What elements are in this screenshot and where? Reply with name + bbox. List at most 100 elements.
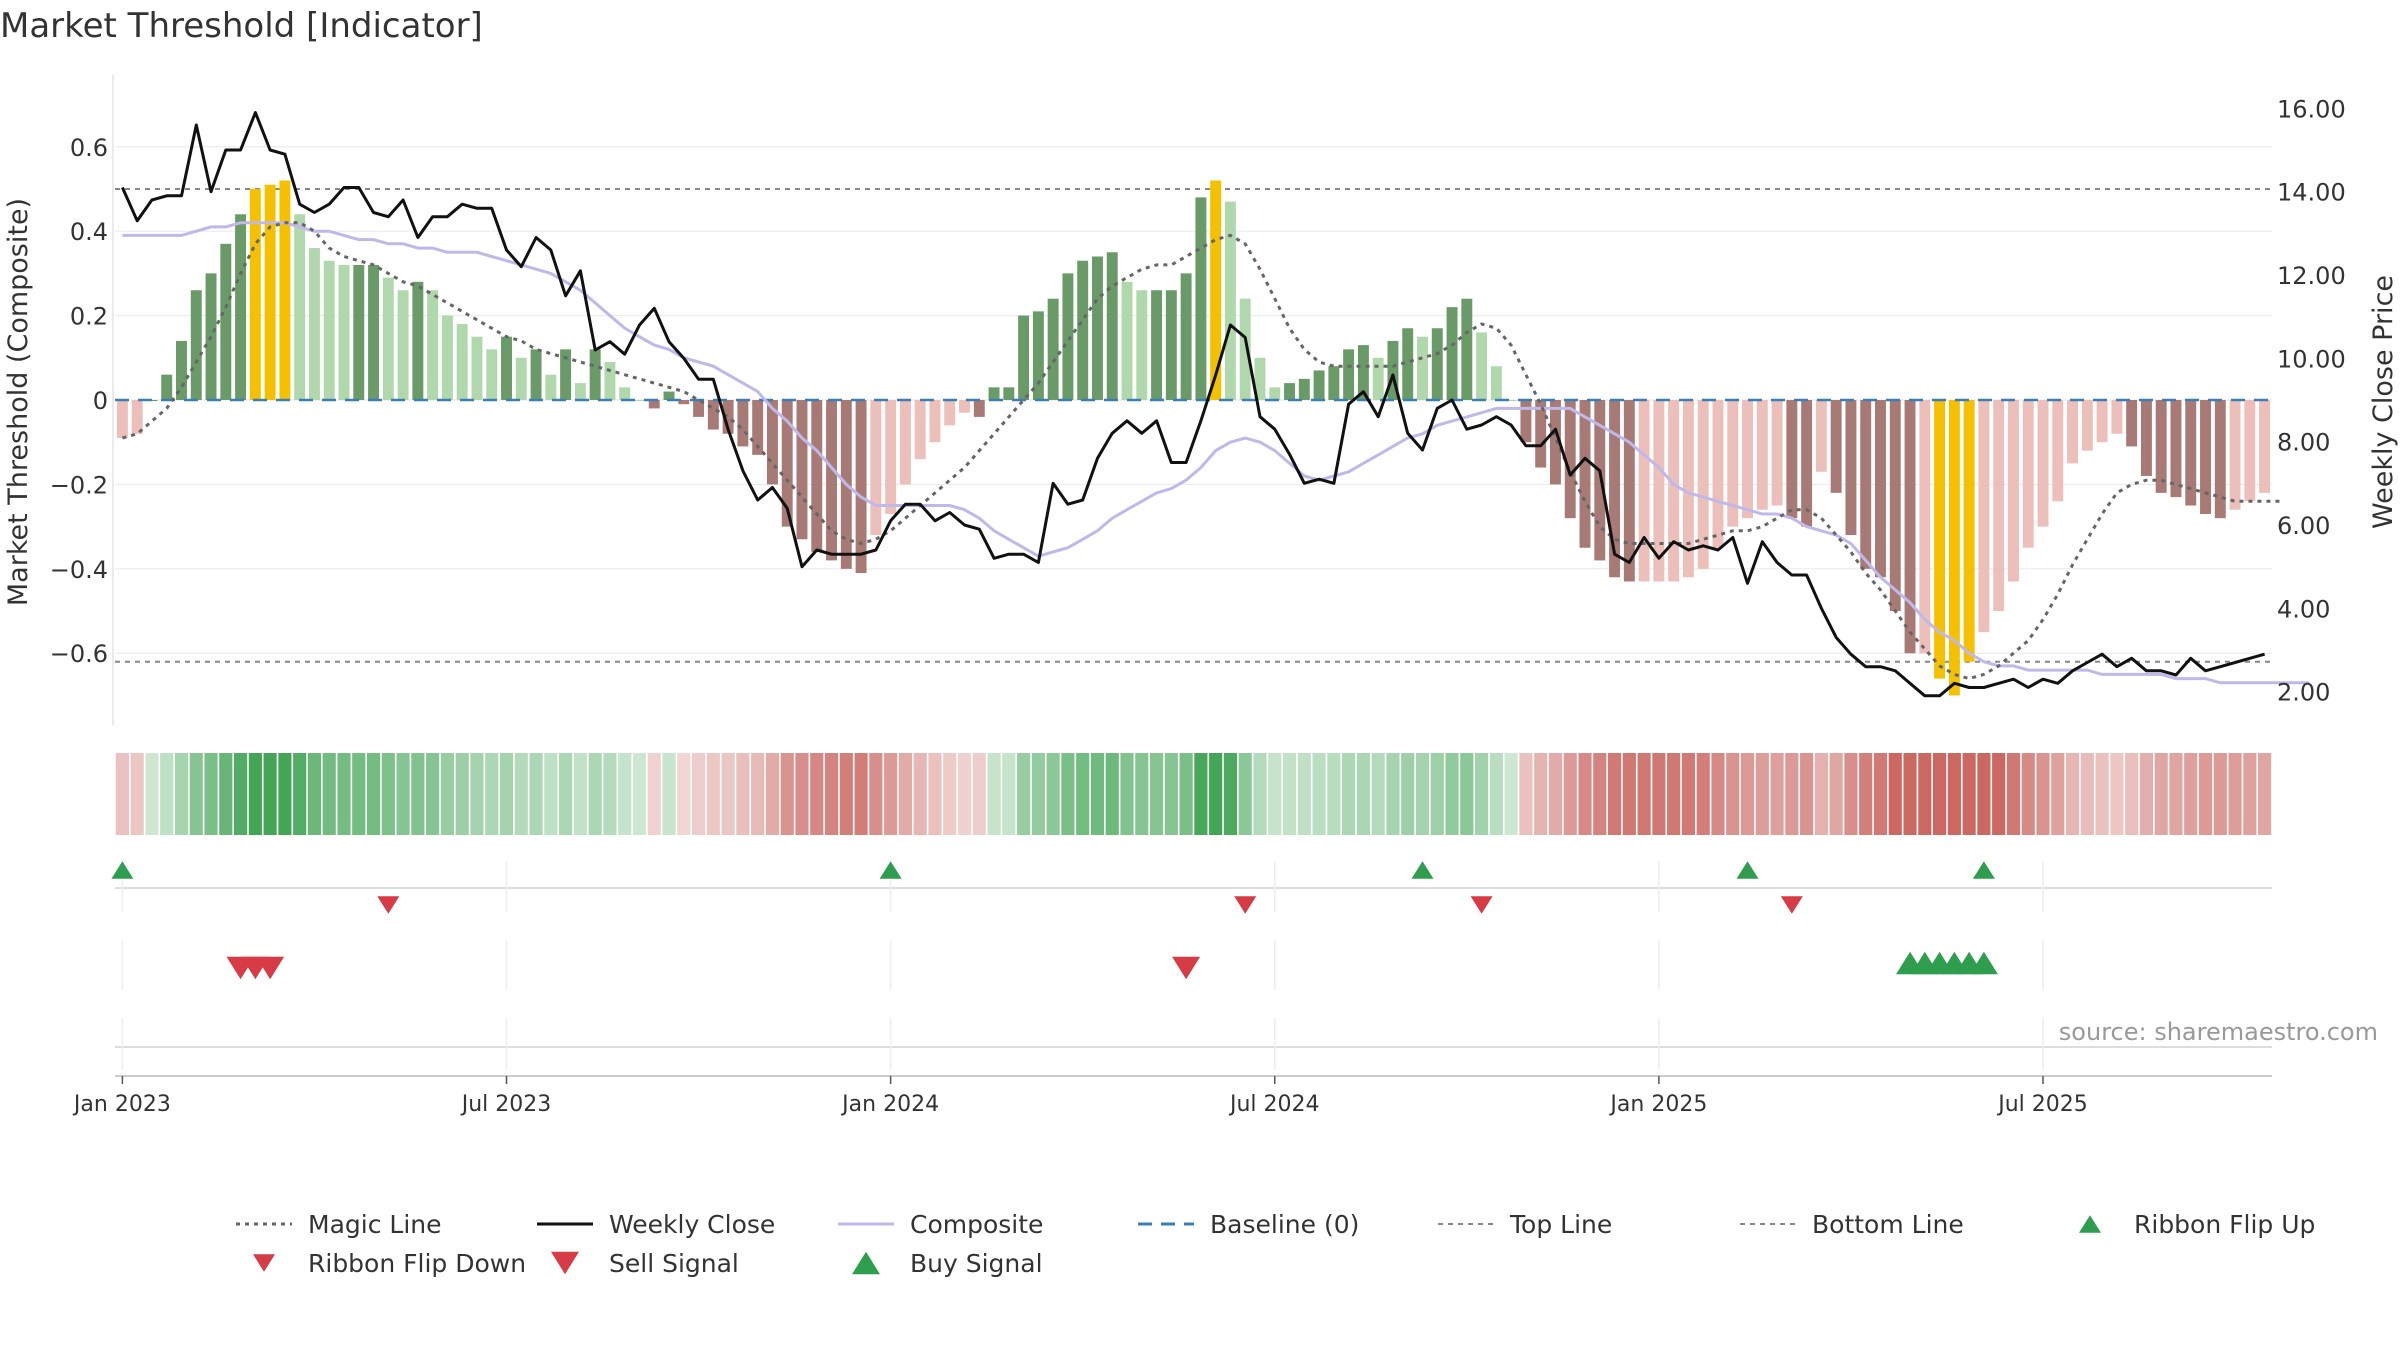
histogram-bar xyxy=(486,349,498,400)
histogram-bar xyxy=(1254,357,1266,400)
histogram-bar xyxy=(560,349,572,400)
ribbon-cell xyxy=(2006,753,2021,835)
ribbon-cell xyxy=(307,753,322,835)
histogram-bar xyxy=(2096,400,2108,443)
histogram-bar xyxy=(574,383,586,400)
histogram-bar xyxy=(722,400,734,434)
histogram-bar xyxy=(811,400,823,552)
histogram-bar xyxy=(294,214,306,400)
histogram-bar xyxy=(1564,400,1576,519)
ribbon-cell xyxy=(987,753,1001,835)
legend-swatch xyxy=(2079,1215,2101,1233)
histogram-bar xyxy=(308,248,320,400)
ribbon-cell xyxy=(1563,753,1577,835)
ribbon-cell xyxy=(1312,753,1326,835)
ribbon-cell xyxy=(426,753,440,835)
histogram-bar xyxy=(1490,366,1502,400)
histogram-bar xyxy=(796,400,808,540)
histogram-bar xyxy=(1343,349,1355,400)
histogram-bar xyxy=(973,400,985,417)
ribbon-cell xyxy=(706,753,720,835)
ribbon-cell xyxy=(1268,753,1282,835)
ribbon-cell xyxy=(1681,753,1696,835)
ribbon-cell xyxy=(839,753,853,835)
histogram-bar xyxy=(441,315,453,400)
left-tick-label: 0 xyxy=(93,387,108,415)
histogram-bar xyxy=(249,188,261,400)
legend-item: Ribbon Flip Up xyxy=(2079,1210,2315,1239)
histogram-bar xyxy=(1047,298,1059,400)
histogram-bar xyxy=(1948,400,1960,696)
ribbon-cell xyxy=(1814,753,1828,835)
ribbon-cell xyxy=(174,753,189,835)
histogram-bar xyxy=(1077,260,1089,400)
histogram-bar xyxy=(501,336,512,400)
right-tick-label: 14.00 xyxy=(2277,179,2346,207)
left-tick-label: −0.6 xyxy=(50,640,108,668)
reference-lines xyxy=(115,187,2272,663)
ribbon-cell xyxy=(1829,753,1843,835)
histogram-bar xyxy=(663,391,675,400)
histogram-bar xyxy=(471,336,483,400)
ribbon-flip-up-marker xyxy=(879,861,902,879)
legend-item: Sell Signal xyxy=(551,1249,739,1278)
ribbon-cell xyxy=(2065,753,2080,835)
ribbon-cell xyxy=(1327,753,1341,835)
legend-item: Magic Line xyxy=(236,1210,442,1239)
histogram-bar xyxy=(515,357,527,400)
ribbon-cell xyxy=(352,753,366,835)
histogram-bar xyxy=(2037,400,2049,527)
histogram-bar xyxy=(2111,400,2123,434)
ribbon-cell xyxy=(233,753,248,835)
histogram-bar xyxy=(427,290,439,400)
legend-label: Ribbon Flip Up xyxy=(2134,1210,2315,1239)
histogram-bar xyxy=(338,264,350,400)
ribbon-cell xyxy=(588,753,602,835)
histogram-bar xyxy=(530,349,542,400)
histogram-bar xyxy=(1742,400,1753,519)
ribbon-cell xyxy=(1932,753,1947,835)
histogram-bar xyxy=(604,362,616,400)
histogram-bar xyxy=(353,264,365,400)
ribbon-cell xyxy=(2258,753,2272,835)
ribbon-cell xyxy=(1371,753,1385,835)
histogram-bar xyxy=(1801,400,1813,527)
ribbon-cell xyxy=(1194,753,1208,835)
ribbon-cell xyxy=(1652,753,1666,835)
histogram-bar xyxy=(885,400,897,514)
ribbon-cell xyxy=(2184,753,2198,835)
histogram-bar xyxy=(1697,400,1709,569)
legend-item: Buy Signal xyxy=(852,1249,1043,1278)
histogram-bar xyxy=(2214,400,2226,519)
ribbon-flip-up-marker xyxy=(1972,861,1995,879)
histogram-bar xyxy=(2067,400,2079,464)
right-axis-label: Weekly Close Price xyxy=(2368,275,2399,529)
ribbon-cell xyxy=(1031,753,1045,835)
legend-label: Top Line xyxy=(1509,1210,1612,1239)
ribbon-cell xyxy=(2213,753,2227,835)
ribbon-cell xyxy=(559,753,573,835)
ribbon-cell xyxy=(869,753,883,835)
ribbon-cell xyxy=(1090,753,1105,835)
histogram-bar xyxy=(1224,201,1236,400)
histogram-bar xyxy=(1520,400,1532,443)
ribbon-cell xyxy=(1622,753,1636,835)
right-tick-label: 16.00 xyxy=(2277,95,2346,123)
ribbon-cell xyxy=(1445,753,1459,835)
ribbon-cell xyxy=(1342,753,1356,835)
legend-label: Sell Signal xyxy=(609,1249,739,1278)
ribbon-cell xyxy=(1770,753,1784,835)
histogram-bar xyxy=(1417,336,1428,400)
histogram-bar xyxy=(1431,328,1443,400)
histogram-bar xyxy=(1609,400,1621,578)
histogram-bar xyxy=(1875,400,1886,578)
x-tick-label: Jul 2024 xyxy=(1228,1092,1320,1117)
ribbon-cell xyxy=(1918,753,1932,835)
histogram-bar xyxy=(131,400,143,434)
ribbon-cell xyxy=(1578,753,1592,835)
right-tick-label: 8.00 xyxy=(2277,429,2330,457)
ribbon-cell xyxy=(1209,753,1223,835)
histogram-bar xyxy=(988,387,1000,400)
ribbon-cell xyxy=(1992,753,2006,835)
